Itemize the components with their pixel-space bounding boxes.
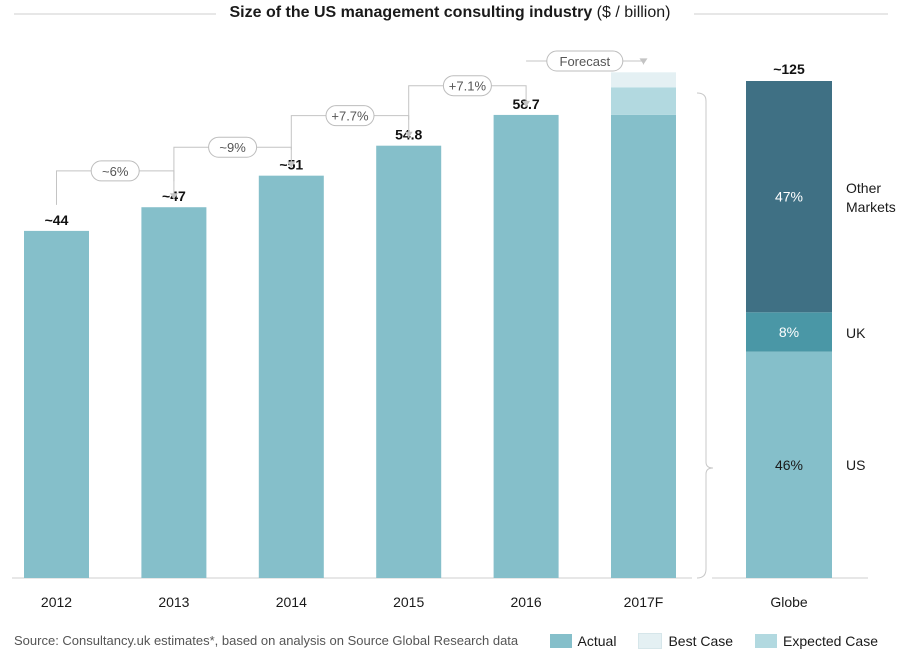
value-label-2012: ~44 <box>45 212 69 228</box>
bar-actual-2013 <box>141 207 207 578</box>
source-note: Source: Consultancy.uk estimates*, based… <box>14 633 519 648</box>
growth-bubble-2 <box>208 136 258 158</box>
globe-region-label-us: US <box>846 457 865 473</box>
globe-region-label-markets: Markets <box>846 199 896 215</box>
bar-actual-2012 <box>24 230 89 578</box>
legend-label-expected-case: Expected Case <box>783 633 878 649</box>
growth-bubble-3 <box>325 105 375 127</box>
globe-region-label-uk: UK <box>846 325 866 341</box>
tick-label-2013: 2013 <box>158 594 189 610</box>
legend: Actual Best Case Expected Case <box>549 633 878 649</box>
growth-arrowhead-4 <box>522 100 531 107</box>
legend-item-best-case: Best Case <box>638 633 733 649</box>
globe-segment-other-markets <box>746 81 832 313</box>
legend-label-best-case: Best Case <box>668 633 734 649</box>
growth-label-2: ~9% <box>219 140 246 155</box>
legend-item-expected-case: Expected Case <box>755 633 878 649</box>
tick-label-globe: Globe <box>770 594 808 610</box>
globe-segment-label-uk: 8% <box>779 324 799 340</box>
growth-arrowhead-5 <box>639 58 648 65</box>
legend-swatch-actual <box>549 634 572 648</box>
growth-arrowhead-2 <box>287 161 296 168</box>
tick-label-2015: 2015 <box>393 594 424 610</box>
chart-title: Size of the US management consulting ind… <box>217 4 683 22</box>
globe-segment-uk <box>746 312 832 352</box>
growth-bubble-4 <box>442 75 492 97</box>
bar-actual-2017F <box>611 114 676 578</box>
chart-title-wrap: Size of the US management consulting ind… <box>0 4 900 22</box>
growth-arrowhead-1 <box>169 193 178 200</box>
tick-label-2014: 2014 <box>276 594 307 610</box>
bar-actual-2014 <box>258 175 324 578</box>
legend-label-actual: Actual <box>577 633 617 649</box>
legend-swatch-expected-case <box>755 634 778 648</box>
globe-segment-label-other-markets: 47% <box>775 189 803 205</box>
tick-label-2017F: 2017F <box>624 594 664 610</box>
globe-region-label-other: Other <box>846 180 881 196</box>
legend-item-actual: Actual <box>549 633 617 649</box>
tick-label-2016: 2016 <box>511 594 542 610</box>
growth-label-5: Forecast <box>560 54 611 69</box>
growth-arrowhead-3 <box>404 131 413 138</box>
growth-label-3: +7.7% <box>331 109 369 124</box>
bar-actual-2015 <box>376 145 442 578</box>
growth-bubble-5 <box>546 50 624 72</box>
growth-label-4: +7.1% <box>449 79 487 94</box>
legend-swatch-best-case <box>638 633 663 649</box>
growth-label-1: ~6% <box>102 164 129 179</box>
globe-total-label: ~125 <box>773 61 805 77</box>
chart-title-main: Size of the US management consulting ind… <box>229 4 593 21</box>
globe-segment-label-us: 46% <box>775 457 803 473</box>
tick-label-2012: 2012 <box>41 594 72 610</box>
bar-expected-2017F <box>611 87 676 115</box>
growth-bubble-1 <box>90 160 140 182</box>
bar-actual-2016 <box>493 114 559 578</box>
bracket <box>696 92 714 579</box>
chart-title-unit: ($ / billion) <box>596 4 671 21</box>
bar-best-2017F <box>611 72 676 88</box>
globe-segment-us <box>746 351 832 578</box>
